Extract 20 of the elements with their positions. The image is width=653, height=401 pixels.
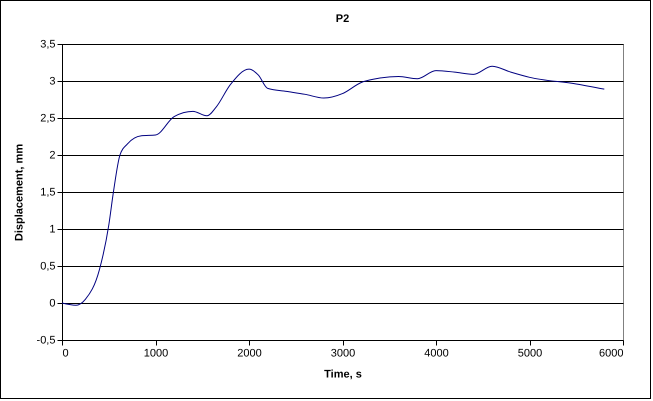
y-tick-label: 3,5 <box>40 38 56 50</box>
chart-title: P2 <box>336 13 350 25</box>
x-tick-label: 5000 <box>518 348 542 360</box>
x-tick-label: 3000 <box>330 348 356 360</box>
y-tick-label: -0,5 <box>36 334 56 346</box>
line-series <box>62 66 605 306</box>
x-tick-label: 0 <box>62 348 69 360</box>
y-tick-label: 1 <box>49 224 56 236</box>
y-tick-label: 0,5 <box>40 260 56 272</box>
y-tick-label: 2,5 <box>40 112 56 124</box>
y-axis-title: Displacement, mm <box>14 144 26 242</box>
y-tick-label: 0 <box>49 298 56 310</box>
x-axis-title: Time, s <box>324 368 362 380</box>
y-tick-label: 3 <box>49 76 56 88</box>
x-tick-label: 1000 <box>144 348 168 360</box>
x-tick-label: 6000 <box>599 348 624 360</box>
y-tick-label: 1,5 <box>40 186 56 198</box>
x-tick-label: 4000 <box>424 348 449 360</box>
x-tick-label: 2000 <box>237 348 262 360</box>
y-tick-label: 2 <box>49 150 56 162</box>
